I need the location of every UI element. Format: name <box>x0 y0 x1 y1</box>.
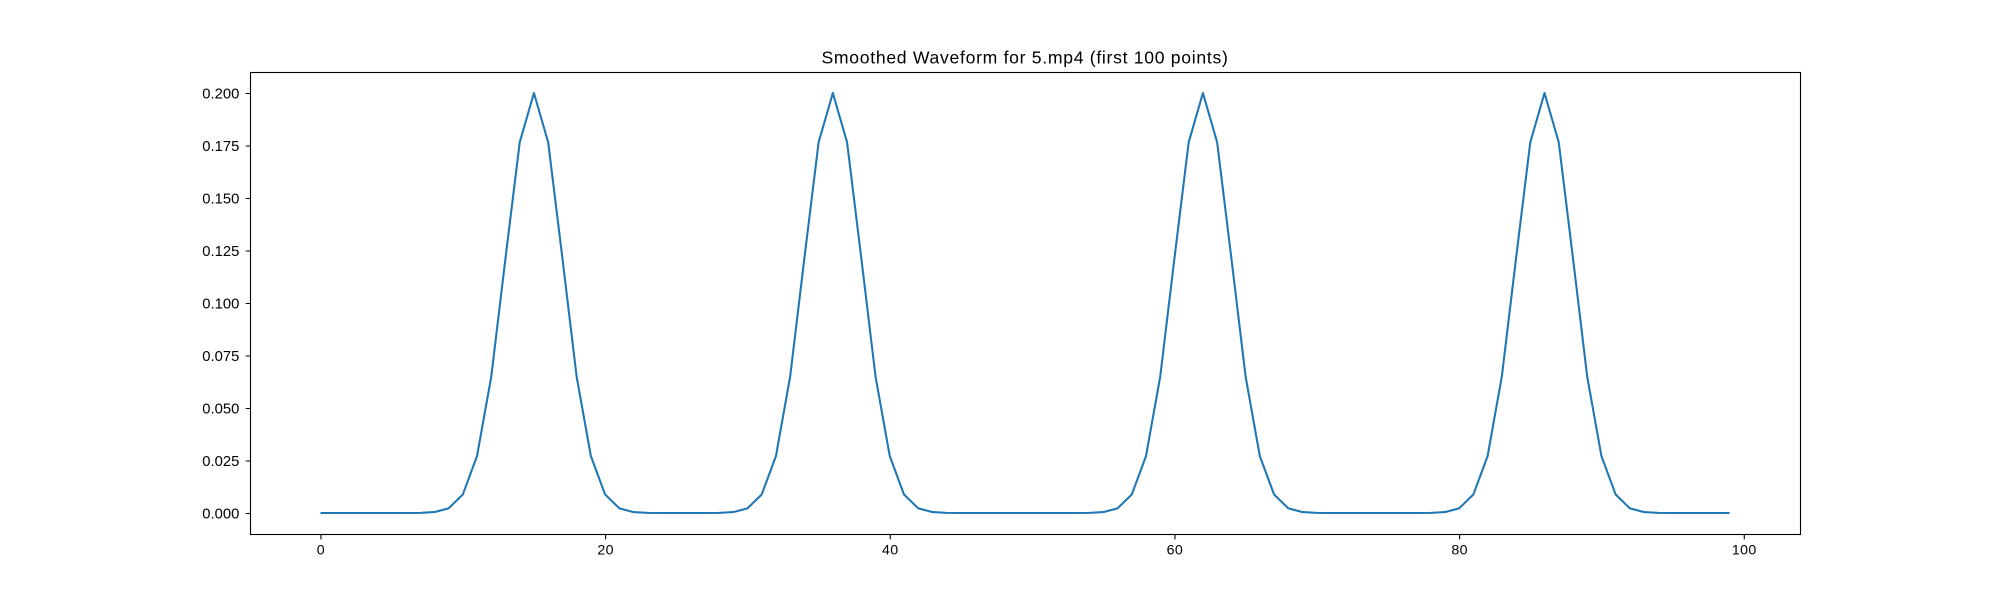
svg-text:0.150: 0.150 <box>202 192 239 208</box>
svg-text:80: 80 <box>1451 543 1468 559</box>
svg-text:0: 0 <box>317 543 325 559</box>
svg-text:60: 60 <box>1167 543 1184 559</box>
svg-text:0.100: 0.100 <box>202 297 239 313</box>
svg-text:0.025: 0.025 <box>202 454 239 470</box>
svg-text:0.000: 0.000 <box>202 507 239 523</box>
svg-text:0.125: 0.125 <box>202 244 239 260</box>
svg-text:20: 20 <box>597 543 614 559</box>
svg-text:0.075: 0.075 <box>202 349 239 365</box>
svg-text:Smoothed Waveform for 5.mp4 (f: Smoothed Waveform for 5.mp4 (first 100 p… <box>821 48 1228 68</box>
svg-text:40: 40 <box>882 543 899 559</box>
svg-text:100: 100 <box>1732 543 1757 559</box>
svg-text:0.200: 0.200 <box>202 87 239 103</box>
svg-text:0.175: 0.175 <box>202 139 239 155</box>
svg-text:0.050: 0.050 <box>202 402 239 418</box>
